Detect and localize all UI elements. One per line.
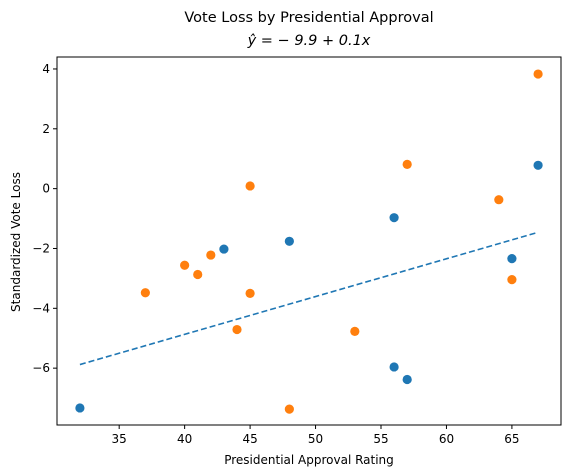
- point-s0-1: [219, 244, 229, 254]
- point-s0-6: [507, 254, 517, 264]
- fit-line: [79, 231, 539, 366]
- plot-frame: [56, 56, 562, 426]
- point-s1-12: [533, 69, 543, 79]
- plot-area: 35 40 45 50 55 60 65 −6 −4 −2 0 2 4: [32, 56, 562, 446]
- point-s1-10: [494, 195, 504, 205]
- x-axis-label: Presidential Approval Rating: [224, 453, 394, 467]
- point-s0-0: [75, 403, 85, 413]
- point-s1-9: [402, 159, 412, 170]
- x-tick-label-2: 45: [242, 432, 257, 446]
- point-s1-11: [507, 274, 517, 285]
- x-tick-label-4: 55: [373, 432, 388, 446]
- point-s1-3: [206, 250, 216, 260]
- point-s1-6: [245, 288, 255, 298]
- y-tick-label-5: 4: [42, 62, 50, 76]
- y-tick-label-0: −6: [32, 361, 50, 375]
- fit-equation: ŷ = − 9.9 + 0.1x: [247, 33, 371, 49]
- point-s0-7: [533, 160, 543, 170]
- y-tick-label-4: 2: [42, 122, 50, 136]
- y-axis-label: Standardized Vote Loss: [9, 172, 23, 312]
- point-s1-1: [180, 260, 190, 270]
- point-s0-5: [402, 374, 412, 385]
- point-s1-5: [245, 181, 255, 191]
- x-tick-label-1: 40: [177, 432, 192, 446]
- point-s1-4: [232, 324, 242, 335]
- point-s0-3: [389, 213, 399, 223]
- x-tick-label-0: 35: [112, 432, 127, 446]
- point-s0-4: [389, 362, 399, 372]
- y-tick-label-2: −2: [32, 241, 50, 255]
- point-s1-2: [193, 269, 203, 280]
- point-s1-0: [140, 288, 150, 298]
- point-s1-7: [284, 404, 294, 414]
- x-tick-label-5: 60: [439, 432, 454, 446]
- point-s1-8: [350, 326, 360, 336]
- x-tick-label-3: 50: [308, 432, 323, 446]
- y-tick-label-3: 0: [42, 182, 50, 196]
- y-tick-label-1: −4: [32, 301, 50, 315]
- chart-title: Vote Loss by Presidential Approval: [184, 10, 433, 26]
- x-tick-label-6: 65: [504, 432, 519, 446]
- point-s0-2: [284, 236, 294, 246]
